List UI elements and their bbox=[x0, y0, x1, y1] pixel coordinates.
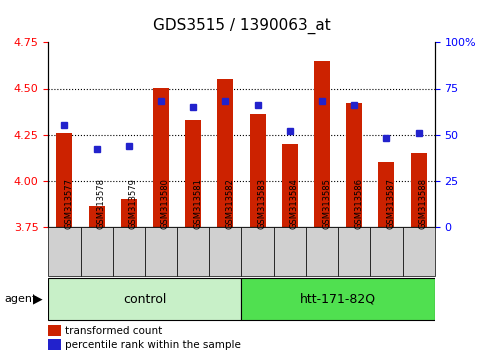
Bar bbox=[153, 88, 169, 227]
Text: control: control bbox=[123, 293, 167, 306]
FancyBboxPatch shape bbox=[274, 227, 306, 276]
Bar bbox=[121, 199, 137, 227]
Bar bbox=[282, 144, 298, 227]
Bar bbox=[314, 61, 330, 227]
Text: GSM313580: GSM313580 bbox=[161, 178, 170, 229]
Bar bbox=[48, 339, 61, 350]
FancyBboxPatch shape bbox=[338, 227, 370, 276]
Text: ▶: ▶ bbox=[33, 293, 43, 306]
FancyBboxPatch shape bbox=[242, 278, 435, 320]
FancyBboxPatch shape bbox=[370, 227, 402, 276]
FancyBboxPatch shape bbox=[242, 227, 274, 276]
Bar bbox=[57, 133, 72, 227]
Text: GSM313578: GSM313578 bbox=[97, 178, 106, 229]
Text: GSM313585: GSM313585 bbox=[322, 178, 331, 229]
FancyBboxPatch shape bbox=[209, 227, 242, 276]
Text: agent: agent bbox=[5, 294, 37, 304]
FancyBboxPatch shape bbox=[48, 227, 81, 276]
FancyBboxPatch shape bbox=[48, 278, 242, 320]
FancyBboxPatch shape bbox=[177, 227, 209, 276]
Text: GSM313581: GSM313581 bbox=[193, 178, 202, 229]
Text: GSM313582: GSM313582 bbox=[226, 178, 234, 229]
Text: GSM313577: GSM313577 bbox=[64, 178, 73, 229]
Bar bbox=[411, 153, 426, 227]
Text: GDS3515 / 1390063_at: GDS3515 / 1390063_at bbox=[153, 18, 330, 34]
Text: GSM313587: GSM313587 bbox=[386, 178, 396, 229]
Text: percentile rank within the sample: percentile rank within the sample bbox=[65, 340, 241, 350]
Bar bbox=[250, 114, 266, 227]
Text: GSM313579: GSM313579 bbox=[129, 178, 138, 229]
Bar bbox=[185, 120, 201, 227]
Text: GSM313584: GSM313584 bbox=[290, 178, 299, 229]
Text: GSM313583: GSM313583 bbox=[257, 178, 267, 229]
Text: GSM313586: GSM313586 bbox=[354, 178, 363, 229]
FancyBboxPatch shape bbox=[402, 227, 435, 276]
Bar bbox=[217, 79, 233, 227]
FancyBboxPatch shape bbox=[306, 227, 338, 276]
Text: GSM313588: GSM313588 bbox=[419, 178, 427, 229]
Text: transformed count: transformed count bbox=[65, 326, 162, 336]
FancyBboxPatch shape bbox=[113, 227, 145, 276]
FancyBboxPatch shape bbox=[81, 227, 113, 276]
Bar bbox=[88, 206, 105, 227]
Bar bbox=[378, 162, 395, 227]
Bar bbox=[48, 325, 61, 336]
Text: htt-171-82Q: htt-171-82Q bbox=[300, 293, 376, 306]
Bar bbox=[346, 103, 362, 227]
FancyBboxPatch shape bbox=[145, 227, 177, 276]
